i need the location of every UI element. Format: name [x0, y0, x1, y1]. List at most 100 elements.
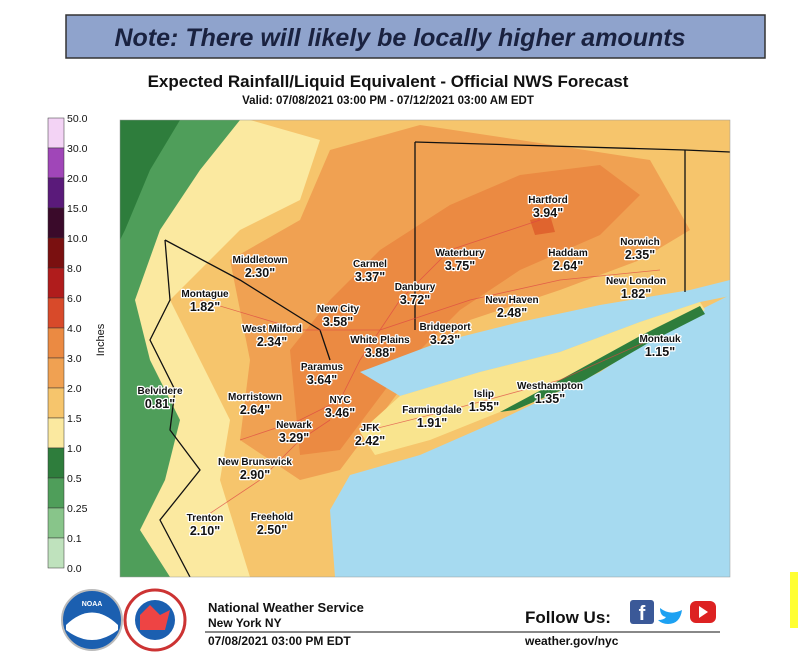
legend-label: 8.0 — [67, 263, 82, 275]
legend-label: 15.0 — [67, 203, 88, 215]
city-name: Westhampton — [517, 381, 583, 392]
svg-text:NOAA: NOAA — [82, 601, 103, 608]
legend-swatch — [47, 537, 65, 569]
city-name: Carmel — [353, 259, 387, 270]
nws-logo — [123, 588, 187, 652]
city-name: New London — [606, 276, 666, 287]
city-name: West Milford — [242, 324, 302, 335]
legend-label: 30.0 — [67, 143, 88, 155]
peak-zone — [530, 215, 555, 235]
city-value: 3.72" — [400, 293, 430, 307]
map-subtitle: Valid: 07/08/2021 03:00 PM - 07/12/2021 … — [242, 95, 534, 107]
legend-swatch — [47, 297, 65, 329]
city-name: Montauk — [639, 334, 681, 345]
city-value: 2.10" — [190, 524, 220, 538]
city-name: Belvidere — [137, 386, 182, 397]
dark-green-zone — [120, 120, 180, 240]
map-frame — [119, 119, 731, 578]
long-island — [360, 302, 705, 455]
city-value: 3.94" — [533, 206, 563, 220]
noaa-logo: NOAA — [61, 589, 123, 651]
city-name: Freehold — [251, 512, 293, 523]
city-name: Hartford — [528, 195, 567, 206]
note-text: Note: There will likely be locally highe… — [115, 24, 686, 52]
state-border — [164, 239, 331, 361]
city-value: 2.48" — [497, 306, 527, 320]
legend-swatch — [47, 177, 65, 209]
legend-label: 0.0 — [67, 563, 82, 575]
east-island — [500, 306, 705, 412]
legend-label: 0.25 — [67, 503, 88, 515]
legend-swatch — [47, 507, 65, 539]
city-name: Montague — [181, 289, 229, 300]
city-value: 3.58" — [323, 315, 353, 329]
ocean — [330, 295, 730, 577]
legend-label: 4.0 — [67, 323, 82, 335]
twitter-icon[interactable] — [658, 608, 682, 624]
city-name: Middletown — [233, 255, 288, 266]
legend-title: Inches — [95, 323, 107, 356]
state-border — [149, 239, 201, 577]
road — [239, 219, 541, 441]
legend-swatch — [47, 207, 65, 239]
city-value: 3.88" — [365, 346, 395, 360]
road — [199, 269, 661, 331]
road — [369, 339, 651, 431]
city-value: 1.55" — [469, 400, 499, 414]
city-value: 3.75" — [445, 259, 475, 273]
legend-swatch — [47, 387, 65, 419]
city-name: Haddam — [548, 248, 588, 259]
city-name: White Plains — [350, 335, 410, 346]
city-value: 2.42" — [355, 434, 385, 448]
legend-label: 3.0 — [67, 353, 82, 365]
city-name: Trenton — [187, 513, 224, 524]
city-value: 2.50" — [257, 523, 287, 537]
note-banner — [65, 14, 766, 59]
legend-swatch — [47, 477, 65, 509]
org-name: National Weather Service — [208, 600, 364, 615]
city-name: Waterbury — [435, 248, 485, 259]
city-value: 0.81" — [145, 397, 175, 411]
sound — [360, 280, 730, 396]
legend-swatch — [47, 237, 65, 269]
city-name: Morristown — [228, 392, 282, 403]
legend-swatch — [47, 447, 65, 479]
legend-swatch — [47, 357, 65, 389]
city-value: 2.64" — [240, 403, 270, 417]
city-name: Danbury — [395, 282, 436, 293]
city-value: 1.35" — [535, 392, 565, 406]
youtube-glyph — [699, 606, 708, 618]
city-name: Islip — [474, 389, 494, 400]
city-name: Paramus — [301, 362, 344, 373]
legend: 50.0 30.0 20.0 15.0 10.0 8.0 6.0 4.0 3.0 2.0 1.5 1.… — [47, 113, 88, 575]
city-value: 3.23" — [430, 333, 460, 347]
legend-label: 2.0 — [67, 383, 82, 395]
city-name: JFK — [361, 423, 381, 434]
issued-date: 07/08/2021 03:00 PM EDT — [208, 634, 351, 648]
follow-label: Follow Us: — [525, 608, 611, 627]
city-name: Norwich — [620, 237, 659, 248]
legend-label: 1.5 — [67, 413, 82, 425]
map-title: Expected Rainfall/Liquid Equivalent - Of… — [148, 72, 629, 91]
city-value: 1.82" — [621, 287, 651, 301]
legend-label: 20.0 — [67, 173, 88, 185]
facebook-icon[interactable] — [630, 600, 654, 624]
legend-label: 0.5 — [67, 473, 82, 485]
city-value: 2.30" — [245, 266, 275, 280]
city-value: 1.15" — [645, 345, 675, 359]
city-value: 3.37" — [355, 270, 385, 284]
legend-swatch — [47, 147, 65, 179]
city-name: New Brunswick — [218, 457, 292, 468]
legend-swatch — [47, 117, 65, 149]
city-value: 1.82" — [190, 300, 220, 314]
legend-label: 1.0 — [67, 443, 82, 455]
city-name: New Haven — [485, 295, 538, 306]
site-url[interactable]: weather.gov/nyc — [524, 634, 619, 648]
city-value: 3.46" — [325, 406, 355, 420]
legend-swatch — [47, 417, 65, 449]
city-name: Newark — [276, 420, 312, 431]
facebook-glyph: f — [639, 603, 646, 625]
